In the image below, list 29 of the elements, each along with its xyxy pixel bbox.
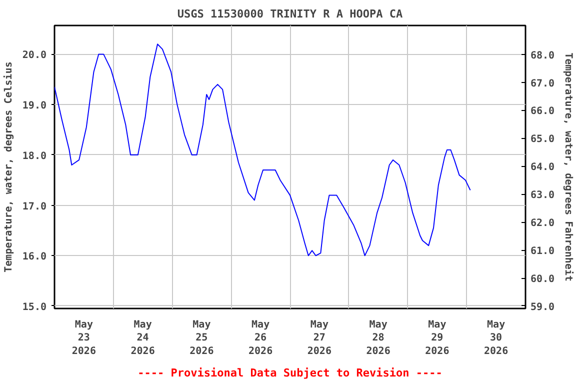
- y2-tick-label: 60.0: [530, 274, 555, 286]
- y2-tick-label: 63.0: [530, 190, 555, 202]
- y-tick-label: 19.0: [22, 100, 47, 112]
- y2-axis-title: Temperature, water, degrees Fahrenheit: [562, 52, 575, 282]
- text: ---- Provisional Data Subject to Revision ----: [138, 366, 442, 380]
- y2-tick-label: 61.0: [530, 246, 555, 258]
- y-tick-label: 17.0: [22, 201, 47, 212]
- y2-tick-label: 59.0: [530, 302, 555, 313]
- y2-tick-label: 62.0: [530, 218, 555, 230]
- y-tick-label: 18.0: [22, 150, 47, 162]
- y2-tick-label: 68.0: [530, 50, 555, 62]
- y2-tick-label: 64.0: [530, 162, 555, 174]
- y-axis-title: Temperature, water, degrees Celsius: [2, 62, 14, 272]
- y2-tick-label: 67.0: [530, 78, 555, 90]
- x-tick-label: May 28 2026: [366, 320, 390, 357]
- chart-title: USGS 11530000 TRINITY R A HOOPA CA: [177, 8, 403, 20]
- y2-tick-label: 65.0: [530, 134, 555, 146]
- y2-tick-label: 66.0: [530, 106, 555, 118]
- x-tick-label: May 24 2026: [130, 320, 155, 357]
- line-series: [54, 44, 471, 256]
- y-tick-label: 16.0: [22, 252, 47, 263]
- y-tick-label: 20.0: [22, 50, 47, 62]
- x-tick-label: May 27 2026: [307, 320, 332, 357]
- x-tick-label: May 30 2026: [484, 320, 508, 357]
- x-tick-label: May 23 2026: [72, 320, 96, 357]
- y-tick-label: 15.0: [22, 302, 47, 313]
- x-tick-label: May 26 2026: [248, 320, 273, 357]
- x-tick-label: May 29 2026: [425, 320, 450, 357]
- x-tick-label: May 25 2026: [190, 320, 214, 357]
